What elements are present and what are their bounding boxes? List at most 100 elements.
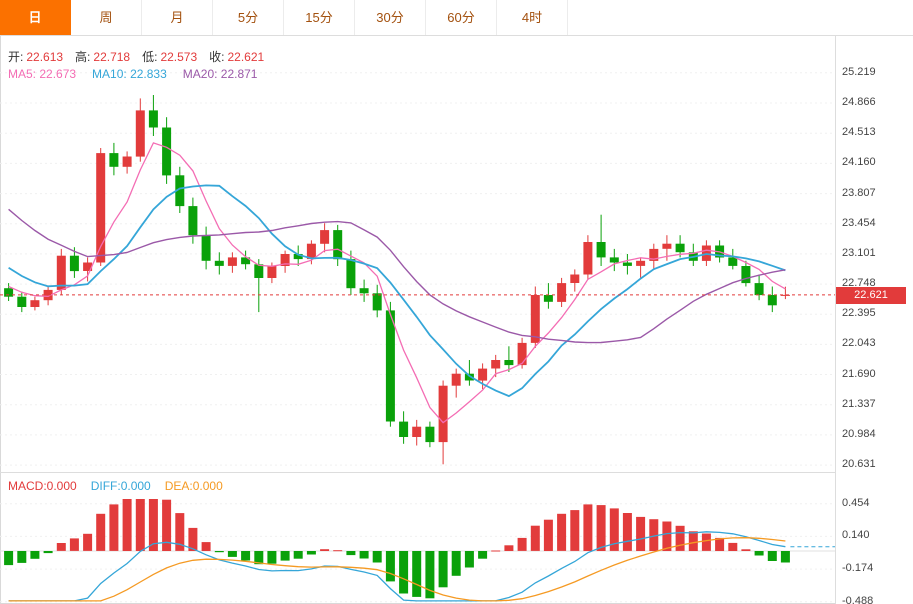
candle [148, 95, 158, 136]
tab-4hour[interactable]: 4时 [497, 0, 568, 35]
macd-axis-label: -0.488 [842, 595, 874, 604]
ma-legend: MA5: 22.673 MA10: 22.833 MA20: 22.871 [8, 67, 273, 81]
macd-bar [280, 551, 290, 561]
macd-bar [399, 551, 409, 594]
price-axis-label: 21.337 [842, 398, 876, 410]
macd-axis-label: 0.140 [842, 529, 870, 541]
macd-bar [188, 527, 198, 551]
macd-bar [293, 551, 303, 559]
tab-week[interactable]: 周 [71, 0, 142, 35]
macd-bar [754, 551, 764, 556]
macd-bar [741, 549, 751, 551]
macd-bar [491, 550, 501, 552]
candle [109, 142, 119, 176]
candle [241, 250, 251, 270]
open-label: 开: [8, 50, 24, 64]
macd-bar [530, 525, 540, 551]
price-axis-label: 23.807 [842, 187, 876, 199]
macd-bar [346, 551, 356, 556]
candle [412, 419, 422, 446]
ma10-line [8, 184, 786, 398]
low-value: 22.573 [160, 50, 198, 64]
low-label: 低: [142, 50, 158, 64]
tab-60min[interactable]: 60分 [426, 0, 497, 35]
ma5-line [8, 142, 786, 424]
macd-bar [662, 521, 672, 551]
macd-bar [438, 551, 448, 588]
ohlc-info: 开: 22.613 高: 22.718 低: 22.573 收: 22.621 [8, 48, 276, 65]
candle [583, 235, 593, 280]
candle [30, 296, 40, 311]
diff-value-legend: DIFF:0.000 [90, 479, 151, 493]
macd-bar [688, 531, 698, 551]
candle [162, 117, 172, 184]
macd-bar [701, 533, 711, 551]
price-axis-label: 24.160 [842, 156, 876, 168]
candle [754, 274, 764, 301]
macd-bar [780, 551, 790, 563]
macd-bar [320, 549, 330, 551]
candle [135, 98, 145, 162]
macd-bar [306, 551, 316, 555]
macd-bar [557, 513, 567, 551]
candle [767, 286, 777, 313]
candle [530, 286, 540, 348]
macd-bar [30, 551, 40, 559]
ma20-line [8, 208, 786, 344]
tab-month[interactable]: 月 [142, 0, 213, 35]
candle [293, 245, 303, 266]
candle [320, 223, 330, 253]
macd-bar [69, 538, 79, 551]
ma5-legend: MA5: 22.673 [8, 67, 77, 81]
macd-bar [504, 545, 514, 551]
macd-bar [96, 513, 106, 551]
candle [17, 291, 27, 313]
candle [333, 224, 343, 266]
candle [622, 254, 632, 275]
macd-value-legend: MACD:0.000 [8, 479, 77, 493]
macd-bar [622, 513, 632, 551]
price-axis-label: 24.866 [842, 96, 876, 108]
price-axis-label: 22.043 [842, 337, 876, 349]
candle [96, 148, 106, 266]
candle [227, 252, 237, 273]
macd-bar [135, 499, 145, 551]
macd-bar [767, 551, 777, 561]
price-axis: 25.219 24.866 24.513 24.160 23.807 23.454 23.1… [835, 36, 913, 604]
macd-bar [596, 505, 606, 551]
macd-bar [675, 525, 685, 551]
macd-bar [728, 542, 738, 551]
candle [425, 421, 435, 448]
macd-bar [43, 551, 53, 554]
macd-bar [227, 551, 237, 557]
macd-bar [478, 551, 488, 559]
macd-bar [425, 551, 435, 599]
macd-bar [464, 551, 474, 568]
dea-line [8, 537, 786, 602]
tab-15min[interactable]: 15分 [284, 0, 355, 35]
macd-bar [122, 499, 132, 551]
price-axis-label: 23.101 [842, 247, 876, 259]
high-label: 高: [75, 50, 91, 64]
tab-30min[interactable]: 30分 [355, 0, 426, 35]
price-axis-label: 20.984 [842, 428, 876, 440]
candle [728, 248, 738, 270]
interval-tabbar: 日周月 5分 15分 30分 60分 4时 [0, 0, 913, 36]
candle [688, 243, 698, 266]
candle [214, 252, 224, 275]
tab-5min[interactable]: 5分 [213, 0, 284, 35]
macd-bar [201, 542, 211, 551]
macd-bar [517, 537, 527, 551]
candle [69, 247, 79, 278]
macd-chart [0, 499, 835, 603]
macd-bar [649, 519, 659, 551]
candle [741, 260, 751, 287]
candlestick-chart [0, 72, 835, 466]
ma10-legend: MA10: 22.833 [92, 67, 167, 81]
price-axis-label: 22.395 [842, 307, 876, 319]
macd-bar [385, 551, 395, 582]
tab-day[interactable]: 日 [0, 0, 71, 35]
candle [385, 301, 395, 427]
candle [399, 411, 409, 444]
